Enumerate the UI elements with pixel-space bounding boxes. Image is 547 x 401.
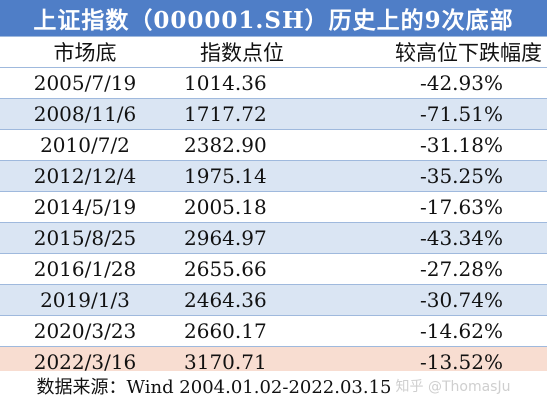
header-row: 市场底 指数点位 较高位下跌幅度	[0, 36, 547, 68]
cell-date: 2020/3/23	[0, 315, 170, 347]
cell-index: 2655.66	[170, 253, 390, 285]
column-header-date: 市场底	[0, 36, 170, 68]
cell-index: 2005.18	[170, 191, 390, 223]
table-title: 上证指数（000001.SH）历史上的9次底部	[0, 0, 547, 36]
cell-index: 2382.90	[170, 129, 390, 161]
cell-index: 2964.97	[170, 222, 390, 254]
table-row: 2015/8/25 2964.97 -43.34%	[0, 222, 547, 254]
cell-index: 1014.36	[170, 67, 390, 99]
cell-date: 2016/1/28	[0, 253, 170, 285]
cell-date: 2005/7/19	[0, 67, 170, 99]
cell-date: 2010/7/2	[0, 129, 170, 161]
cell-index: 2464.36	[170, 284, 390, 316]
table-row: 2019/1/3 2464.36 -30.74%	[0, 284, 547, 316]
source-note: 数据来源：Wind 2004.01.02-2022.03.15 知乎 @Thom…	[0, 371, 547, 401]
table-row: 2012/12/4 1975.14 -35.25%	[0, 160, 547, 192]
cell-drop: -30.74%	[390, 284, 547, 316]
cell-drop: -43.34%	[390, 222, 547, 254]
cell-date: 2019/1/3	[0, 284, 170, 316]
cell-drop: -31.18%	[390, 129, 547, 161]
cell-date: 2008/11/6	[0, 98, 170, 130]
table-row: 2014/5/19 2005.18 -17.63%	[0, 191, 547, 223]
watermark: 知乎 @ThomasJu	[395, 379, 511, 395]
table-row: 2005/7/19 1014.36 -42.93%	[0, 67, 547, 99]
cell-drop: -27.28%	[390, 253, 547, 285]
column-header-drop: 较高位下跌幅度	[390, 36, 547, 68]
cell-drop: -35.25%	[390, 160, 547, 192]
table-row: 2016/1/28 2655.66 -27.28%	[0, 253, 547, 285]
cell-date: 2012/12/4	[0, 160, 170, 192]
cell-date: 2014/5/19	[0, 191, 170, 223]
market-bottom-table: 市场底 指数点位 较高位下跌幅度 2005/7/19 1014.36 -42.9…	[0, 36, 547, 377]
cell-index: 1975.14	[170, 160, 390, 192]
column-header-index: 指数点位	[170, 36, 390, 68]
table-row: 2010/7/2 2382.90 -31.18%	[0, 129, 547, 161]
table-row: 2020/3/23 2660.17 -14.62%	[0, 315, 547, 347]
cell-drop: -14.62%	[390, 315, 547, 347]
cell-drop: -71.51%	[390, 98, 547, 130]
cell-index: 2660.17	[170, 315, 390, 347]
cell-index: 1717.72	[170, 98, 390, 130]
cell-drop: -42.93%	[390, 67, 547, 99]
cell-drop: -17.63%	[390, 191, 547, 223]
cell-date: 2015/8/25	[0, 222, 170, 254]
table-row: 2008/11/6 1717.72 -71.51%	[0, 98, 547, 130]
source-text: 数据来源：Wind 2004.01.02-2022.03.15	[36, 377, 392, 398]
